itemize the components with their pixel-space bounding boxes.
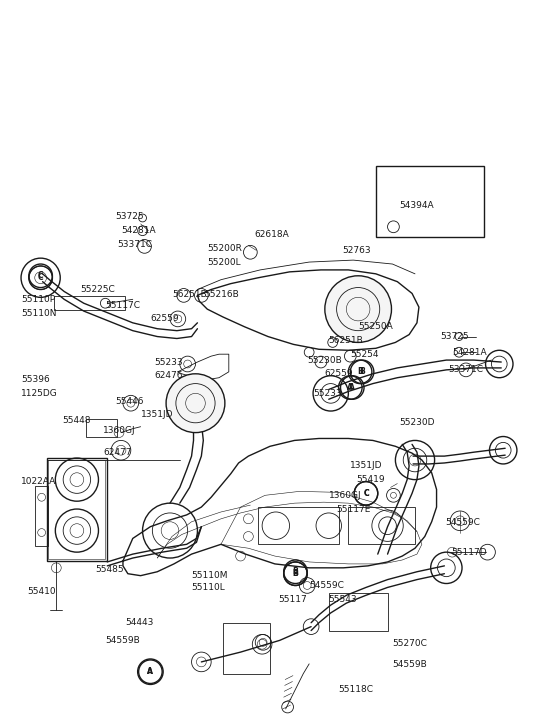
Text: 55117E: 55117E: [337, 505, 371, 513]
Bar: [329, 593, 388, 630]
Text: 55233: 55233: [154, 358, 183, 366]
Bar: [348, 507, 415, 545]
Text: 55117D: 55117D: [451, 547, 487, 557]
Text: A: A: [349, 383, 355, 392]
Text: 1125DG: 1125DG: [21, 389, 58, 398]
Text: 55110L: 55110L: [191, 583, 225, 592]
Text: 53725: 53725: [441, 332, 469, 341]
Text: B: B: [293, 569, 299, 578]
Text: 54281A: 54281A: [121, 226, 155, 236]
Text: 55216B: 55216B: [204, 290, 239, 299]
Text: 62477: 62477: [103, 448, 132, 457]
Bar: [376, 166, 483, 236]
Text: 62559: 62559: [325, 369, 353, 378]
Text: 55446: 55446: [115, 397, 144, 406]
Text: 1360GJ: 1360GJ: [103, 426, 136, 435]
Circle shape: [325, 276, 391, 342]
Bar: [258, 507, 339, 545]
Text: C: C: [38, 271, 43, 281]
Text: 55254: 55254: [351, 350, 379, 358]
Text: A: A: [147, 667, 153, 676]
Text: 55230B: 55230B: [307, 356, 342, 364]
Text: 1351JD: 1351JD: [351, 462, 383, 470]
Text: 55225C: 55225C: [80, 285, 115, 294]
Text: C: C: [363, 489, 369, 498]
Text: 53371C: 53371C: [448, 366, 483, 374]
Text: C: C: [363, 489, 369, 498]
Bar: [47, 458, 107, 561]
Text: 53725: 53725: [115, 212, 144, 222]
Text: 54559C: 54559C: [445, 518, 480, 527]
Bar: [48, 460, 105, 559]
Bar: [86, 419, 117, 436]
Text: 55200L: 55200L: [207, 257, 241, 267]
Text: 56251B: 56251B: [329, 336, 363, 345]
Text: B: B: [293, 569, 299, 578]
Bar: [223, 623, 270, 674]
Text: 54443: 54443: [125, 618, 153, 627]
Text: 55118C: 55118C: [339, 685, 374, 694]
Text: A: A: [347, 383, 353, 392]
Text: 55543: 55543: [329, 595, 358, 603]
Text: 62618A: 62618A: [254, 230, 289, 239]
Text: 56251B: 56251B: [172, 290, 207, 299]
Circle shape: [166, 374, 225, 433]
Text: 55250A: 55250A: [358, 322, 393, 332]
Text: 54559B: 54559B: [105, 636, 140, 645]
Text: 1022AA: 1022AA: [21, 477, 56, 486]
Text: 55110M: 55110M: [191, 571, 228, 580]
Text: B: B: [358, 367, 363, 377]
Text: 55110P: 55110P: [21, 295, 55, 304]
Text: B: B: [359, 367, 365, 377]
Bar: [54, 297, 125, 310]
Text: B: B: [293, 567, 299, 577]
Text: 1360GJ: 1360GJ: [329, 491, 361, 499]
Text: 55410: 55410: [27, 587, 56, 596]
Text: 53371C: 53371C: [117, 240, 152, 249]
Text: 54559C: 54559C: [309, 581, 344, 590]
Text: 55419: 55419: [356, 475, 385, 484]
Text: 55117: 55117: [278, 595, 307, 603]
Text: 54281A: 54281A: [452, 348, 487, 357]
Text: 52763: 52763: [343, 246, 371, 254]
Text: 55448: 55448: [62, 417, 91, 425]
Text: 55117C: 55117C: [105, 301, 140, 310]
Text: 55200R: 55200R: [207, 244, 242, 253]
Text: 55110N: 55110N: [21, 308, 56, 318]
Text: 55396: 55396: [21, 375, 50, 384]
Text: 62476: 62476: [154, 371, 183, 380]
Text: 54394A: 54394A: [399, 201, 434, 209]
Text: C: C: [38, 273, 43, 282]
Text: 54559B: 54559B: [392, 660, 427, 670]
Bar: [35, 486, 48, 546]
Text: 62559: 62559: [151, 314, 179, 324]
Text: 55270C: 55270C: [392, 639, 427, 648]
Text: 55233: 55233: [313, 389, 342, 398]
Text: 55485: 55485: [95, 566, 124, 574]
Text: 55230D: 55230D: [399, 418, 435, 427]
Text: A: A: [147, 667, 153, 676]
Text: 1351JD: 1351JD: [140, 411, 173, 419]
